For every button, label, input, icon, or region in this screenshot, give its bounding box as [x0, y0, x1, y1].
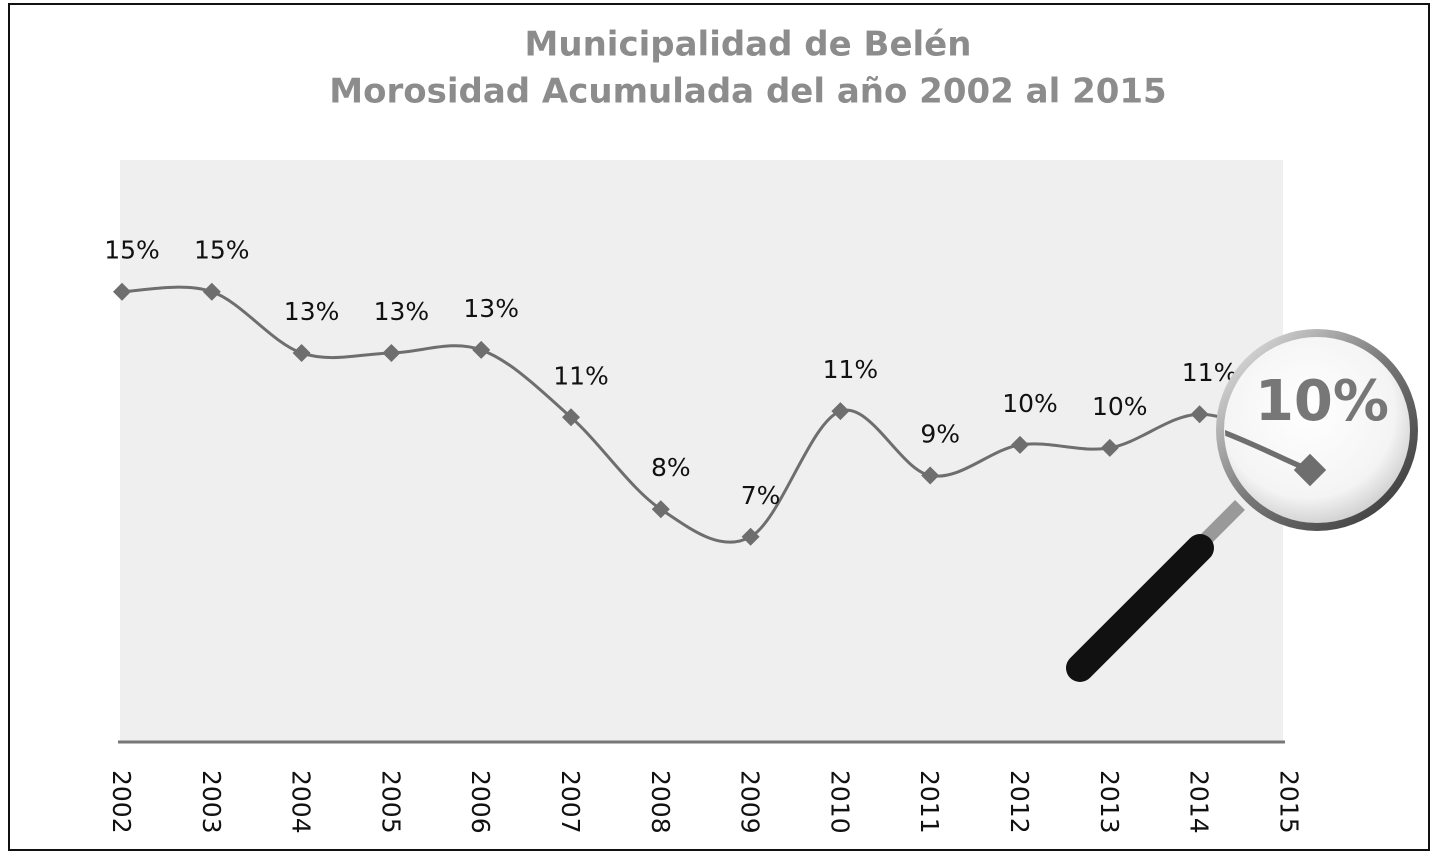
chart-subtitle: Morosidad Acumulada del año 2002 al 2015 [329, 72, 1166, 112]
x-tick-label: 2007 [556, 770, 585, 834]
value-label: 9% [920, 420, 960, 449]
magnified-content [1225, 338, 1327, 522]
x-tick-label: 2003 [197, 770, 226, 834]
marker [562, 408, 580, 427]
x-tick-label: 2006 [466, 770, 495, 834]
magnifier-handle [1066, 534, 1214, 682]
value-label: 15% [104, 236, 160, 265]
value-label: 10% [1092, 392, 1148, 421]
marker [1190, 405, 1209, 424]
x-tick-label: 2005 [376, 770, 405, 834]
magnified-view: 10% [1225, 338, 1389, 522]
value-label: 13% [374, 297, 430, 326]
x-tick-label: 2012 [1005, 770, 1034, 834]
marker [1100, 438, 1119, 457]
marker [1293, 453, 1327, 487]
x-tick-label: 2015 [1274, 770, 1303, 834]
line [121, 285, 1290, 544]
x-tick-label: 2009 [736, 770, 765, 834]
value-label: 11% [823, 355, 879, 384]
chart-title: Municipalidad de Belén [525, 25, 972, 65]
marker [292, 343, 311, 362]
marker [113, 282, 131, 301]
magnifier-handle [1200, 500, 1245, 545]
x-tick-label: 2004 [287, 770, 316, 834]
marker [741, 527, 760, 546]
x-tick-label: 2002 [107, 770, 136, 834]
value-label: 11% [553, 361, 609, 390]
x-tick-label: 2010 [825, 770, 854, 834]
x-tick-label: 2013 [1095, 770, 1124, 834]
value-label: 10% [1002, 389, 1058, 418]
x-tick-label: 2008 [646, 770, 675, 834]
marker [831, 402, 850, 421]
marker [382, 343, 401, 362]
value-label: 10% [1255, 369, 1389, 434]
marker [1011, 435, 1029, 454]
marker [921, 466, 940, 485]
value-label: 7% [741, 481, 781, 510]
value-label: 13% [284, 297, 340, 326]
marker [472, 340, 491, 359]
value-label: 13% [463, 294, 519, 323]
value-label: 15% [194, 236, 250, 265]
marker [202, 282, 221, 301]
marker [651, 500, 670, 519]
x-tick-label: 2014 [1185, 770, 1214, 834]
magnifier-lens [1216, 329, 1418, 531]
x-tick-label: 2011 [915, 770, 944, 834]
value-label: 8% [651, 453, 691, 482]
